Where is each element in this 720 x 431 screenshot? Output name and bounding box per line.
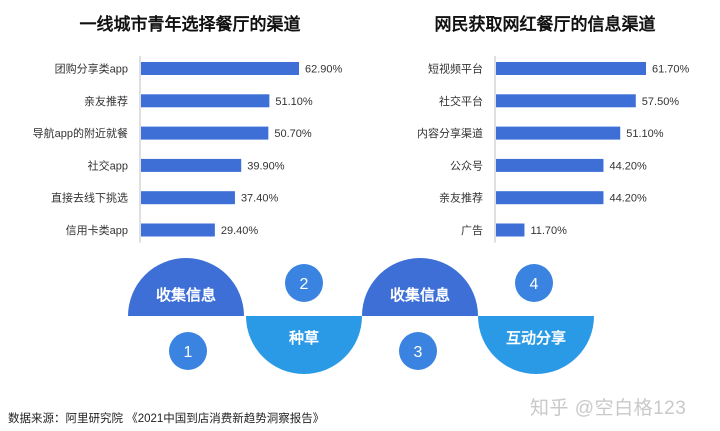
left-value-label-2: 50.70%	[274, 128, 312, 140]
right-bar-0	[496, 62, 646, 75]
left-bar-3	[141, 158, 242, 172]
right-bar-5	[496, 223, 525, 237]
flow-step-label-3: 收集信息	[390, 286, 450, 304]
left-bar-0	[141, 62, 299, 75]
left-value-label-4: 37.40%	[241, 193, 279, 205]
left-category-label-0: 团购分享类app	[55, 62, 128, 76]
right-category-label-1: 社交平台	[439, 94, 483, 108]
flow-number-circle-2	[285, 264, 323, 302]
flow-step-label-2: 种草	[288, 329, 319, 347]
flow-number-circle-4	[515, 264, 553, 302]
left-bar-4	[141, 191, 235, 205]
left-value-label-5: 29.40%	[221, 225, 259, 237]
flow-number-1: 1	[184, 344, 193, 361]
left-category-label-2: 导航app的附近就餐	[33, 126, 128, 140]
flow-step-label-1: 收集信息	[156, 286, 216, 304]
right-bar-1	[496, 94, 636, 108]
left-category-label-5: 信用卡类app	[66, 223, 128, 237]
left-category-label-4: 直接去线下挑选	[51, 191, 128, 205]
data-source-note: 数据来源：阿里研究院 《2021中国到店消费新趋势洞察报告》	[8, 413, 325, 425]
left-chart-title: 一线城市青年选择餐厅的渠道	[79, 15, 301, 34]
left-category-label-1: 亲友推荐	[84, 94, 128, 108]
right-bar-3	[496, 158, 604, 172]
right-value-label-4: 44.20%	[609, 193, 647, 205]
right-value-label-1: 57.50%	[642, 96, 680, 108]
right-value-label-3: 44.20%	[609, 160, 647, 172]
flow-number-3: 3	[414, 344, 423, 361]
right-category-label-0: 短视频平台	[428, 62, 483, 76]
flow-number-circle-3	[399, 332, 437, 370]
right-value-label-0: 61.70%	[652, 64, 690, 76]
flow-step-1-shape	[128, 258, 244, 316]
right-value-label-5: 11.70%	[530, 225, 567, 237]
flow-number-circle-1	[169, 332, 207, 370]
flow-number-4: 4	[530, 276, 539, 293]
right-bar-4	[496, 191, 604, 205]
right-category-label-2: 内容分享渠道	[417, 126, 483, 140]
flow-step-4-shape	[478, 316, 594, 374]
right-category-label-3: 公众号	[450, 159, 483, 172]
left-value-label-3: 39.90%	[247, 160, 285, 172]
flow-step-label-4: 互动分享	[506, 329, 566, 347]
flow-step-3-shape	[362, 258, 478, 316]
flow-number-2: 2	[300, 276, 309, 293]
right-bar-2	[496, 126, 621, 140]
left-value-label-0: 62.90%	[305, 64, 343, 76]
left-bar-2	[141, 126, 269, 140]
right-category-label-5: 广告	[461, 224, 483, 237]
right-value-label-2: 51.10%	[626, 128, 664, 140]
left-category-label-3: 社交app	[88, 158, 128, 172]
left-value-label-1: 51.10%	[275, 96, 313, 108]
right-category-label-4: 亲友推荐	[439, 191, 483, 205]
left-bar-1	[141, 94, 270, 108]
flow-step-2-shape	[246, 316, 362, 374]
left-bar-5	[141, 223, 215, 237]
watermark: 知乎 @空白格123	[530, 398, 687, 419]
right-chart-title: 网民获取网红餐厅的信息渠道	[434, 15, 656, 34]
